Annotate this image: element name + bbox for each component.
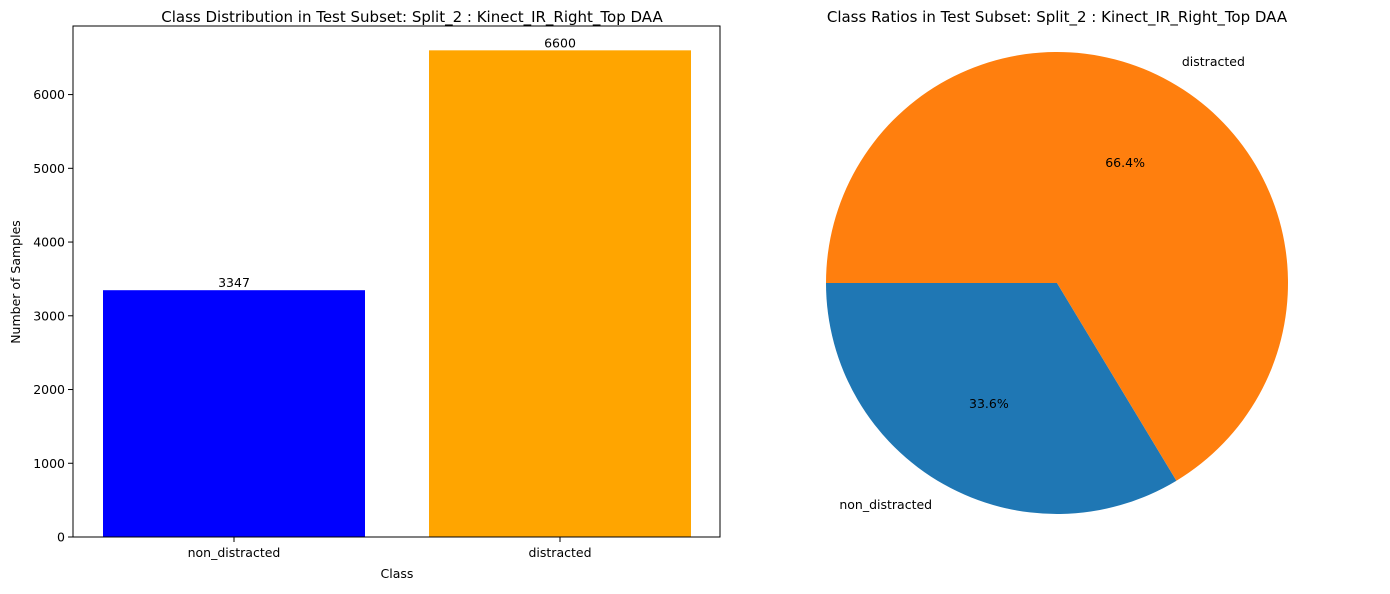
- pie-label-distracted: distracted: [1182, 54, 1245, 69]
- pie-slices: [825, 51, 1288, 515]
- y-tick-label: 1000: [33, 456, 65, 471]
- bar-data-labels: 3347 6600: [218, 35, 576, 290]
- pie-slice-distracted: [825, 51, 1288, 481]
- pie-chart-title: Class Ratios in Test Subset: Split_2 : K…: [827, 8, 1288, 27]
- y-tick-label: 5000: [33, 161, 65, 176]
- pie-slice-non_distracted: [825, 283, 1177, 515]
- bar-plot-frame: [72, 25, 721, 538]
- y-tick-label: 3000: [33, 308, 65, 323]
- data-label-non_distracted: 3347: [218, 275, 250, 290]
- pie-labels: 33.6% non_distracted 66.4% distracted: [839, 54, 1245, 512]
- y-axis-ticks: 0 1000 2000 3000 4000 5000 6000: [33, 87, 73, 545]
- pie-label-non_distracted: non_distracted: [839, 497, 932, 512]
- bar-distracted: [429, 50, 691, 537]
- y-tick-label: 2000: [33, 382, 65, 397]
- data-label-distracted: 6600: [544, 35, 576, 50]
- pie-percent-distracted: 66.4%: [1105, 155, 1145, 170]
- y-axis-label: Number of Samples: [8, 220, 23, 344]
- y-tick-label: 0: [57, 530, 65, 545]
- pie-chart-panel: Class Ratios in Test Subset: Split_2 : K…: [825, 8, 1288, 515]
- x-tick-label-distracted: distracted: [528, 545, 591, 560]
- bar-marks: [103, 50, 691, 537]
- x-axis-label: Class: [381, 566, 414, 581]
- bar-non_distracted: [103, 290, 365, 537]
- y-tick-label: 6000: [33, 87, 65, 102]
- bar-chart-title: Class Distribution in Test Subset: Split…: [161, 8, 663, 27]
- bar-chart-panel: Class Distribution in Test Subset: Split…: [8, 8, 721, 581]
- x-tick-label-non_distracted: non_distracted: [188, 545, 281, 560]
- y-tick-label: 4000: [33, 235, 65, 250]
- x-axis-ticks: non_distracted distracted: [188, 537, 592, 560]
- pie-percent-non_distracted: 33.6%: [969, 396, 1009, 411]
